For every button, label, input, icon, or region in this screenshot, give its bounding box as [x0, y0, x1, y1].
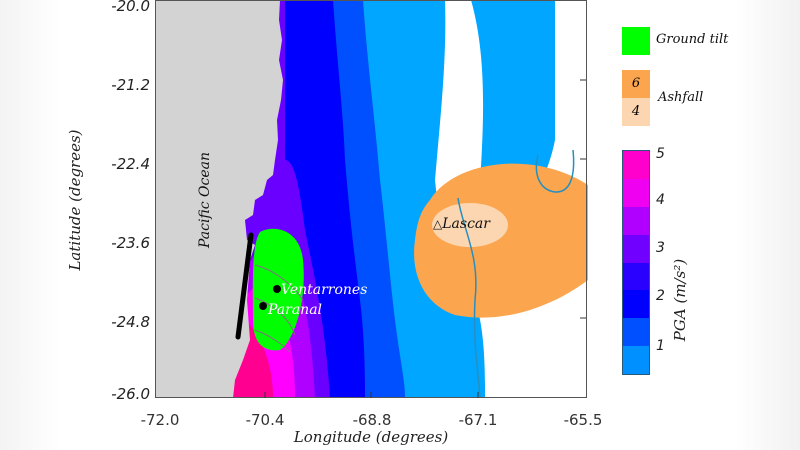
y-tick: -26.0: [111, 385, 150, 403]
background-right: [735, 0, 800, 450]
paranal-label: Paranal: [268, 302, 323, 318]
background-left: [0, 0, 60, 450]
y-tick: -22.4: [111, 155, 150, 173]
colorbar-tick: 3: [656, 240, 665, 256]
lascar-label: △Lascar: [433, 216, 490, 232]
colorbar-tick: 4: [656, 192, 665, 208]
y-tick: -24.8: [111, 313, 150, 331]
x-axis-label: Longitude (degrees): [293, 428, 449, 446]
y-tick: -23.6: [111, 234, 150, 252]
ground-tilt-swatch: [622, 27, 650, 55]
x-tick: -68.8: [352, 411, 392, 429]
x-tick: -72.0: [140, 411, 180, 429]
colorbar-tick: 5: [656, 146, 665, 162]
colorbar-tick: 1: [656, 338, 665, 354]
colorbar-label: PGA (m/s²): [671, 258, 689, 342]
pga-colorbar: [622, 150, 650, 375]
ashfall-4-swatch: 4: [622, 98, 650, 126]
volcano-triangle-icon: △: [433, 217, 443, 231]
ventarrones-label: Ventarrones: [281, 282, 368, 298]
pga-map: [155, 0, 588, 399]
y-tick: -20.0: [111, 0, 150, 15]
colorbar-tick: 2: [656, 288, 665, 304]
pacific-ocean-label: Pacific Ocean: [197, 151, 213, 249]
x-tick: -65.5: [563, 411, 603, 429]
ashfall-6-swatch: 6: [622, 70, 650, 98]
y-tick: -21.2: [111, 76, 150, 94]
x-tick: -67.1: [458, 411, 498, 429]
x-tick: -70.4: [245, 411, 285, 429]
ashfall-label: Ashfall: [658, 90, 704, 105]
ground-tilt-label: Ground tilt: [656, 32, 729, 47]
y-axis-label: Latitude (degrees): [66, 129, 84, 271]
